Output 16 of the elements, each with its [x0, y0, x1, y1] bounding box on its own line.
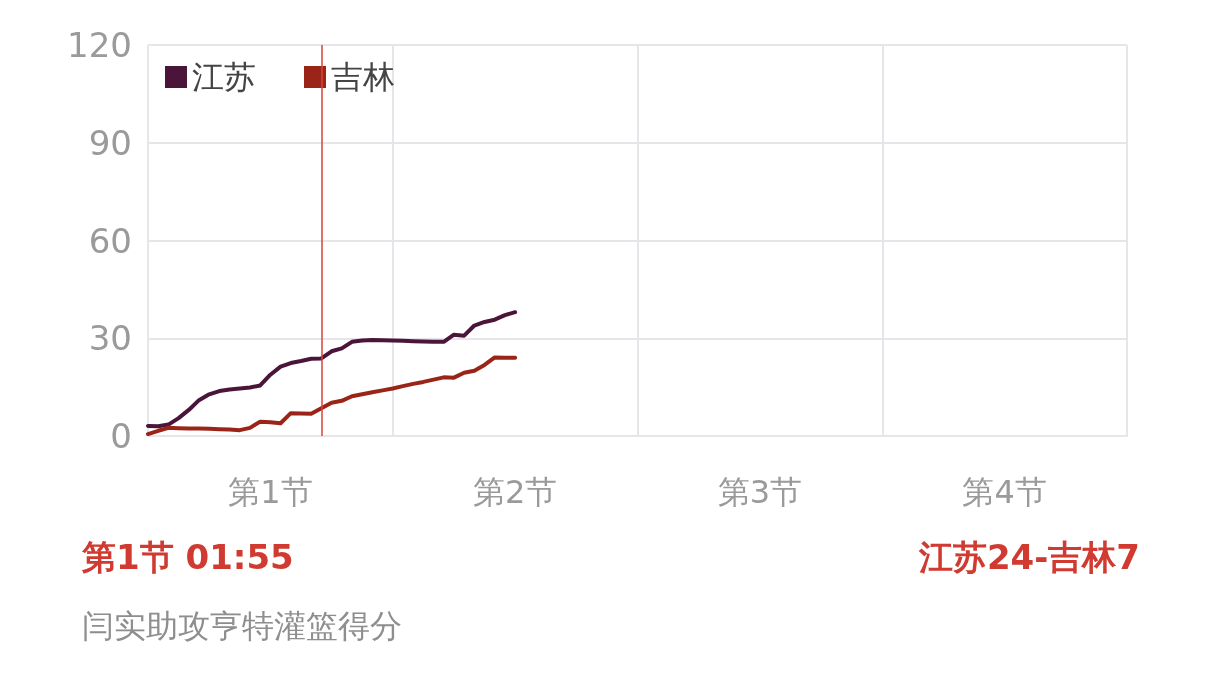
y-tick-label: 90 — [88, 122, 132, 163]
y-tick-label: 120 — [67, 25, 132, 65]
y-tick-label: 30 — [88, 318, 132, 359]
x-tick-label: 第3节 — [717, 473, 803, 511]
x-tick-label: 第2节 — [472, 473, 558, 511]
y-tick-label: 0 — [110, 416, 132, 456]
text: 江苏24-吉林7 — [917, 537, 1141, 577]
x-tick-label: 第1节 — [228, 473, 313, 511]
line-series — [146, 310, 518, 429]
text: 闫实助攻亨特灌篮得分 — [82, 607, 402, 645]
y-tick-label: 60 — [88, 220, 132, 261]
x-tick-label: 第4节 — [962, 473, 1047, 511]
legend-label: 吉林 — [331, 58, 395, 96]
text: 第1节 01:55 — [81, 537, 294, 577]
line-series — [146, 355, 518, 437]
legend-label: 江苏 — [192, 58, 256, 96]
